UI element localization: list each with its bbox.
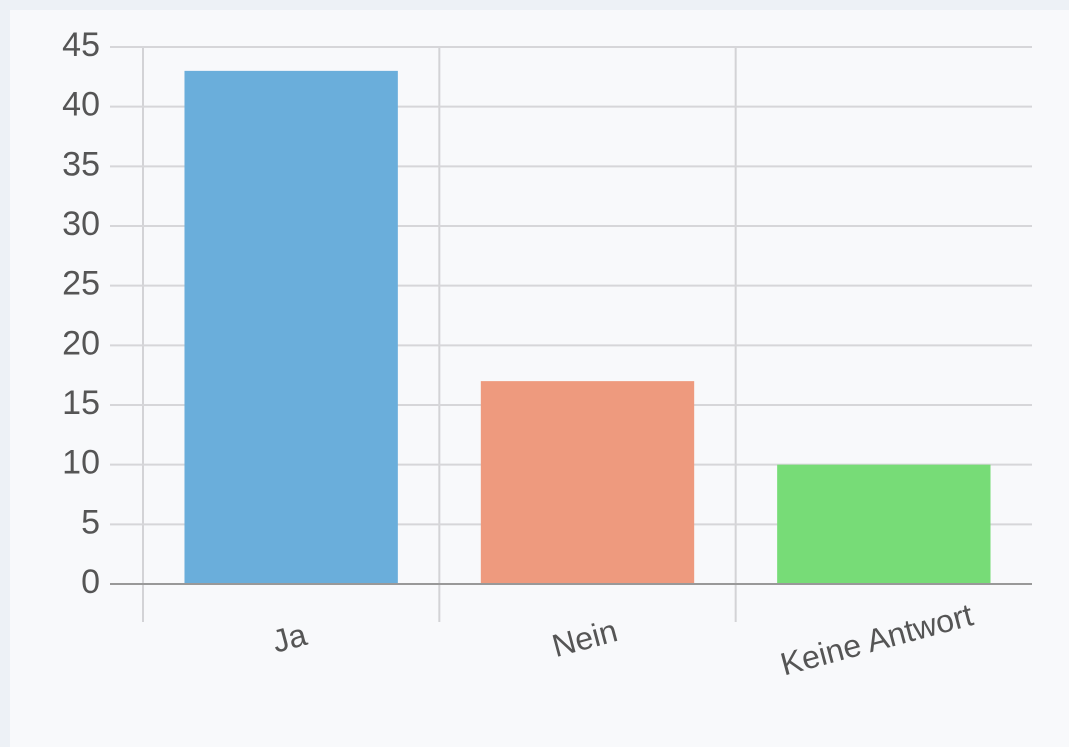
- bar: [184, 70, 398, 584]
- y-tick-label: 0: [81, 563, 100, 601]
- bar: [480, 381, 695, 584]
- y-tick-label: 45: [62, 26, 100, 64]
- y-tick-label: 5: [81, 503, 100, 541]
- x-tick-label: Ja: [268, 616, 310, 660]
- y-tick-label: 30: [62, 205, 100, 243]
- y-tick-label: 20: [62, 324, 100, 362]
- y-tick-label: 10: [62, 444, 100, 482]
- x-tick-label: Nein: [548, 612, 621, 664]
- y-tick-label: 15: [62, 384, 100, 422]
- y-tick-label: 25: [62, 265, 100, 303]
- bar: [777, 464, 991, 584]
- y-tick-label: 40: [62, 86, 100, 124]
- y-tick-label: 35: [62, 145, 100, 183]
- x-tick-label: Keine Antwort: [777, 596, 977, 682]
